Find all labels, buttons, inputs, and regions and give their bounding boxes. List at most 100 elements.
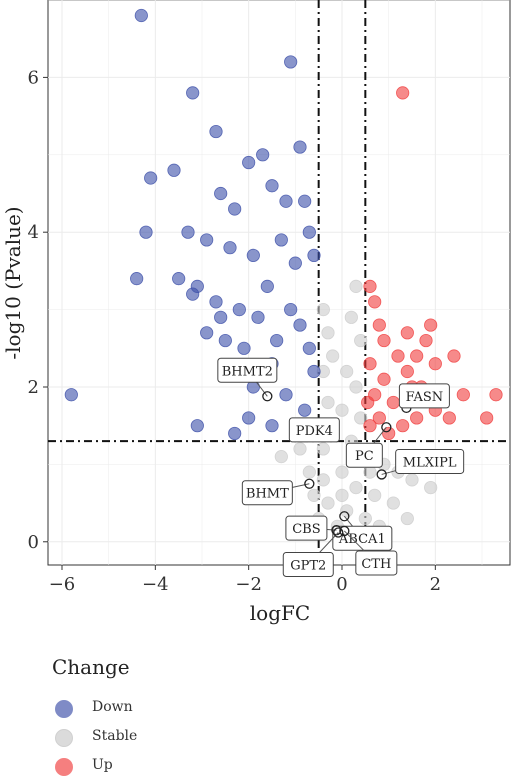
gene-label-box [395, 448, 465, 474]
gene-point-marker [304, 478, 315, 489]
point-up [410, 349, 424, 363]
point-down [242, 155, 256, 170]
point-down [64, 388, 78, 402]
gene-point-marker [376, 469, 387, 480]
point-down [228, 202, 242, 216]
point-up [419, 333, 433, 348]
gene-label-text: MLXIPL [403, 455, 457, 470]
point-stable [424, 481, 438, 495]
point-up [489, 388, 503, 402]
y-tick-label: 4 [28, 222, 39, 243]
point-stable [321, 326, 335, 340]
gene-label-box [285, 515, 328, 541]
legend-down-swatch [55, 700, 73, 718]
gene-point-marker [333, 527, 344, 538]
point-stable [316, 473, 330, 487]
point-stable [344, 310, 358, 324]
point-down [237, 341, 251, 355]
y-tick-label: 6 [28, 67, 39, 88]
point-stable [349, 481, 363, 495]
point-up [447, 349, 461, 363]
x-tick-label: −6 [49, 574, 76, 595]
point-stable [326, 349, 340, 363]
point-down [223, 241, 237, 255]
point-up [363, 419, 377, 433]
point-up [386, 395, 400, 410]
x-tick-label: −4 [142, 574, 169, 595]
gene-point-marker [339, 525, 350, 537]
gene-label-box [355, 550, 398, 576]
gene-label-box [217, 357, 278, 383]
legend-up-label: Up [92, 757, 113, 773]
gene-label-box [282, 551, 334, 577]
gene-label-text: PDK4 [296, 424, 333, 439]
point-stable [400, 511, 414, 526]
point-down [214, 310, 228, 324]
gene-label-text: PC [355, 449, 374, 464]
gene-point-marker [262, 391, 273, 402]
point-up [424, 318, 438, 332]
point-down [214, 186, 228, 201]
legend-item-stable: Stable [52, 726, 212, 750]
point-up [361, 395, 375, 410]
point-down [228, 426, 242, 441]
point-down [139, 225, 153, 239]
point-stable [368, 488, 382, 502]
gene-label-box [398, 383, 450, 409]
gene-point-marker [381, 422, 392, 433]
point-down [134, 8, 148, 23]
point-down [293, 140, 307, 154]
point-down [232, 302, 246, 317]
point-down [209, 295, 223, 309]
gene-label-text: FASN [406, 390, 444, 405]
point-up [410, 411, 424, 425]
point-stable [274, 450, 288, 464]
point-down [288, 256, 302, 270]
axis-ticks: −6 −4 −2 0 2 0 2 4 6 [28, 67, 442, 595]
point-stable [321, 496, 335, 510]
gene-label-box [345, 442, 383, 468]
gene-label-text: BHMT [246, 487, 289, 502]
point-down [265, 419, 279, 433]
point-down [307, 364, 321, 379]
point-down [172, 272, 186, 286]
point-down [186, 86, 200, 100]
point-down [298, 403, 312, 417]
point-down [302, 225, 316, 239]
legend-item-down: Down [52, 697, 212, 721]
point-down [209, 124, 223, 139]
point-stable [335, 488, 349, 502]
legend-stable-swatch [55, 729, 73, 747]
point-up [372, 318, 386, 332]
point-stable [349, 279, 363, 293]
point-stable [386, 496, 400, 510]
point-up [382, 426, 396, 441]
point-stable [354, 411, 368, 425]
gene-label-text: BHMT2 [222, 364, 273, 379]
point-down [186, 287, 200, 301]
x-axis-label: logFC [250, 601, 310, 625]
point-up [372, 411, 386, 425]
gene-label-box [241, 480, 293, 506]
point-up [442, 411, 456, 425]
point-down [251, 310, 265, 324]
gene-labels: BHMT2 FASN PDK4 PC MLXIPL BHMT ABCA1 CBS GPT2 CTH [217, 357, 465, 577]
volcano-plot: BHMT2 FASN PDK4 PC MLXIPL BHMT ABCA1 CBS GPT2 CTH… [1, 0, 511, 625]
point-up [428, 357, 442, 371]
point-down [130, 272, 144, 286]
point-down [246, 248, 260, 263]
point-up [391, 349, 405, 363]
point-down [181, 225, 195, 239]
gene-point-marker [339, 511, 350, 522]
legend-stable-label: Stable [92, 728, 138, 744]
point-down [279, 388, 293, 402]
point-down [274, 233, 288, 247]
legend-item-up: Up [52, 755, 212, 779]
y-tick-label: 2 [28, 377, 39, 398]
point-down [293, 318, 307, 332]
point-stable [405, 473, 419, 487]
point-down [260, 279, 274, 293]
point-up [400, 364, 414, 379]
point-down [256, 148, 270, 162]
point-stable [349, 380, 363, 394]
